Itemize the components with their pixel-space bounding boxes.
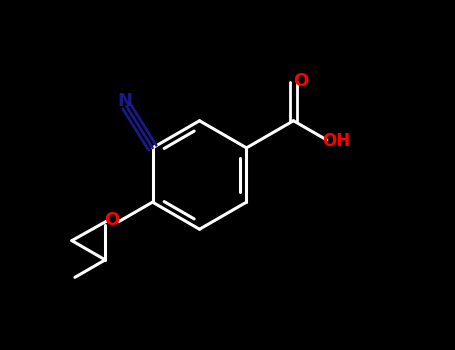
Text: N: N [117, 92, 132, 110]
Text: O: O [104, 211, 119, 229]
Text: OH: OH [323, 132, 351, 150]
Text: O: O [293, 72, 309, 90]
